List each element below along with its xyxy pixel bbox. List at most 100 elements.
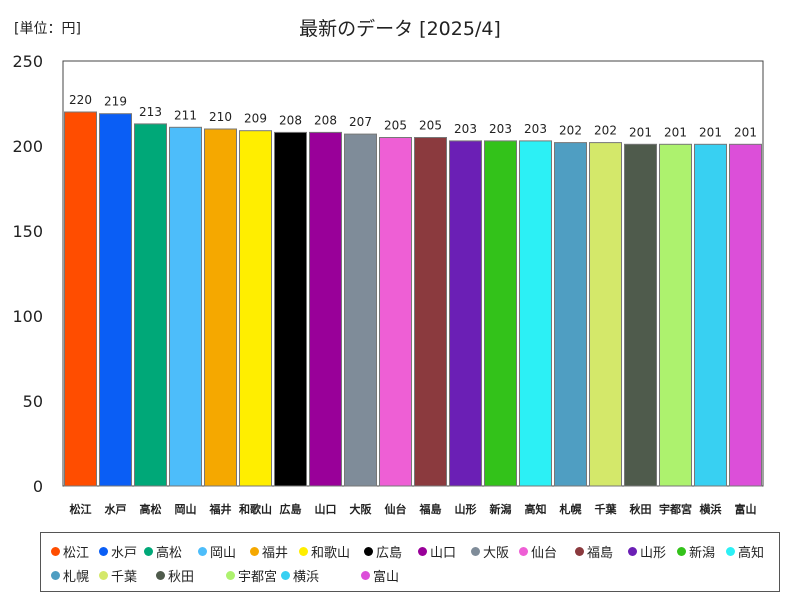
legend-item: 岡山 <box>198 542 236 561</box>
legend-item: 松江 <box>51 542 89 561</box>
bar <box>344 133 377 487</box>
x-tick-label: 高知 <box>525 502 547 516</box>
bar <box>379 137 412 487</box>
legend-marker <box>51 571 60 580</box>
legend-marker <box>575 547 584 556</box>
bar <box>554 142 587 487</box>
data-label: 219 <box>104 95 127 109</box>
legend-item: 福島 <box>575 542 613 561</box>
chart-title: 最新のデータ [2025/4] <box>299 18 501 40</box>
data-label: 202 <box>559 124 582 138</box>
legend-label: 山口 <box>430 546 457 561</box>
legend-marker <box>628 547 637 556</box>
data-label: 201 <box>664 125 687 139</box>
legend-label: 和歌山 <box>311 546 351 561</box>
x-tick-label: 秋田 <box>630 502 652 516</box>
bar <box>204 128 237 487</box>
plot-area <box>62 60 764 487</box>
data-label: 201 <box>699 125 722 139</box>
x-tick-label: 水戸 <box>105 502 127 516</box>
legend-marker <box>281 571 290 580</box>
legend-marker <box>144 547 153 556</box>
legend-item: 千葉 <box>99 566 137 585</box>
x-tick-label: 札幌 <box>559 502 582 516</box>
x-tick-label: 岡山 <box>175 502 197 516</box>
x-tick-label: 山口 <box>315 502 337 516</box>
x-tick-label: 福井 <box>209 502 232 516</box>
y-tick-label: 200 <box>12 137 43 156</box>
legend-item: 札幌 <box>51 566 89 585</box>
legend-label: 宇都宮 <box>238 570 278 585</box>
legend-label: 新潟 <box>689 546 716 561</box>
legend-item: 宇都宮 <box>226 566 277 585</box>
legend-label: 富山 <box>373 570 400 585</box>
bar <box>414 137 447 487</box>
x-tick-label: 千葉 <box>595 502 618 516</box>
bar <box>99 113 132 487</box>
bar <box>624 143 657 487</box>
y-tick-label: 150 <box>12 222 43 241</box>
data-label: 203 <box>489 122 512 136</box>
bar <box>134 123 167 487</box>
data-label: 205 <box>419 119 442 133</box>
bar <box>64 111 97 487</box>
data-label: 208 <box>314 113 337 127</box>
legend-label: 仙台 <box>531 546 558 561</box>
legend-marker <box>99 571 108 580</box>
legend-marker <box>299 547 308 556</box>
data-label: 201 <box>734 125 757 139</box>
legend-label: 福井 <box>262 546 289 561</box>
unit-label: [単位：円] <box>14 21 81 37</box>
legend-item: 仙台 <box>519 542 557 561</box>
legend-label: 水戸 <box>111 546 138 561</box>
legend-label: 松江 <box>63 546 90 561</box>
legend-marker <box>361 571 370 580</box>
legend-item: 秋田 <box>156 566 194 585</box>
legend-item: 福井 <box>250 542 288 561</box>
chart-legend: 松江 水戸 高松 岡山 福井 和歌山 広島 山口 大阪 仙台 福島 山形 新潟 高知 札幌 千葉 秋田 宇都宮 横浜… <box>40 532 780 592</box>
legend-marker <box>51 547 60 556</box>
legend-marker <box>519 547 528 556</box>
x-tick-label: 大阪 <box>350 502 373 516</box>
y-tick-label: 100 <box>12 307 43 326</box>
legend-label: 秋田 <box>168 570 195 585</box>
data-label: 220 <box>69 93 92 107</box>
legend-item: 富山 <box>361 566 399 585</box>
legend-item: 水戸 <box>99 542 137 561</box>
data-label: 210 <box>209 110 232 124</box>
x-tick-label: 富山 <box>735 502 757 516</box>
bar <box>589 142 622 487</box>
legend-marker <box>471 547 480 556</box>
legend-marker <box>418 547 427 556</box>
x-tick-label: 福島 <box>419 502 442 516</box>
bar-chart: 0 50 100 150 200 250 220 松江 219 水戸 213 高松 211 岡山 210 福井… <box>12 52 764 516</box>
legend-marker <box>198 547 207 556</box>
legend-label: 札幌 <box>63 570 90 585</box>
y-tick-label: 0 <box>33 477 43 496</box>
x-tick-label: 松江 <box>70 502 92 516</box>
legend-label: 高松 <box>156 546 183 561</box>
bar <box>274 131 307 487</box>
data-label: 211 <box>174 108 197 122</box>
bar <box>239 130 272 487</box>
data-label: 208 <box>279 113 302 127</box>
data-label: 201 <box>629 125 652 139</box>
legend-item: 高知 <box>726 542 764 561</box>
legend-marker <box>250 547 259 556</box>
x-tick-label: 横浜 <box>700 502 722 516</box>
legend-label: 高知 <box>738 546 765 561</box>
x-tick-label: 高松 <box>140 502 162 516</box>
data-label: 203 <box>524 122 547 136</box>
legend-item: 高松 <box>144 542 182 561</box>
legend-marker <box>226 571 235 580</box>
legend-label: 大阪 <box>483 546 510 561</box>
legend-item: 大阪 <box>471 542 509 561</box>
bar <box>484 140 517 487</box>
legend-marker <box>364 547 373 556</box>
legend-marker <box>726 547 735 556</box>
data-label: 213 <box>139 105 162 119</box>
legend-label: 横浜 <box>293 570 320 585</box>
x-tick-label: 山形 <box>455 502 477 516</box>
data-label: 205 <box>384 119 407 133</box>
legend-item: 横浜 <box>281 566 319 585</box>
